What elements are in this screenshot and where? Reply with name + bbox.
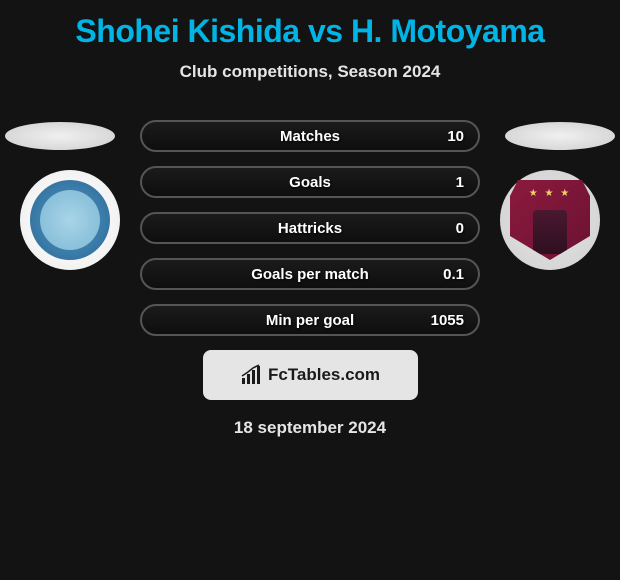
stat-label: Goals	[289, 174, 331, 191]
stat-row-hattricks: Hattricks 0	[140, 212, 480, 244]
stat-row-goals-per-match: Goals per match 0.1	[140, 258, 480, 290]
stat-right-value: 1055	[431, 312, 464, 329]
stat-right-value: 0	[456, 220, 464, 237]
date-label: 18 september 2024	[0, 418, 620, 438]
page-title: Shohei Kishida vs H. Motoyama	[0, 13, 620, 50]
stat-label: Goals per match	[251, 266, 369, 283]
player-left-photo-placeholder	[5, 122, 115, 150]
logo-text: FcTables.com	[268, 365, 380, 385]
stat-right-value: 0.1	[443, 266, 464, 283]
team-badge-right	[500, 170, 600, 270]
bar-chart-icon	[240, 364, 262, 386]
stat-row-goals: Goals 1	[140, 166, 480, 198]
stat-row-min-per-goal: Min per goal 1055	[140, 304, 480, 336]
stat-label: Matches	[280, 128, 340, 145]
stat-right-value: 1	[456, 174, 464, 191]
stat-label: Min per goal	[266, 312, 354, 329]
stat-label: Hattricks	[278, 220, 342, 237]
subtitle: Club competitions, Season 2024	[0, 62, 620, 82]
player-right-photo-placeholder	[505, 122, 615, 150]
mito-hollyhock-crest-icon	[30, 180, 110, 260]
stat-row-matches: Matches 10	[140, 120, 480, 152]
fctables-logo: FcTables.com	[203, 350, 418, 400]
stat-right-value: 10	[447, 128, 464, 145]
fagiano-crest-icon	[510, 180, 590, 260]
stats-comparison: Matches 10 Goals 1 Hattricks 0 Goals per…	[140, 120, 480, 336]
team-badge-left	[20, 170, 120, 270]
